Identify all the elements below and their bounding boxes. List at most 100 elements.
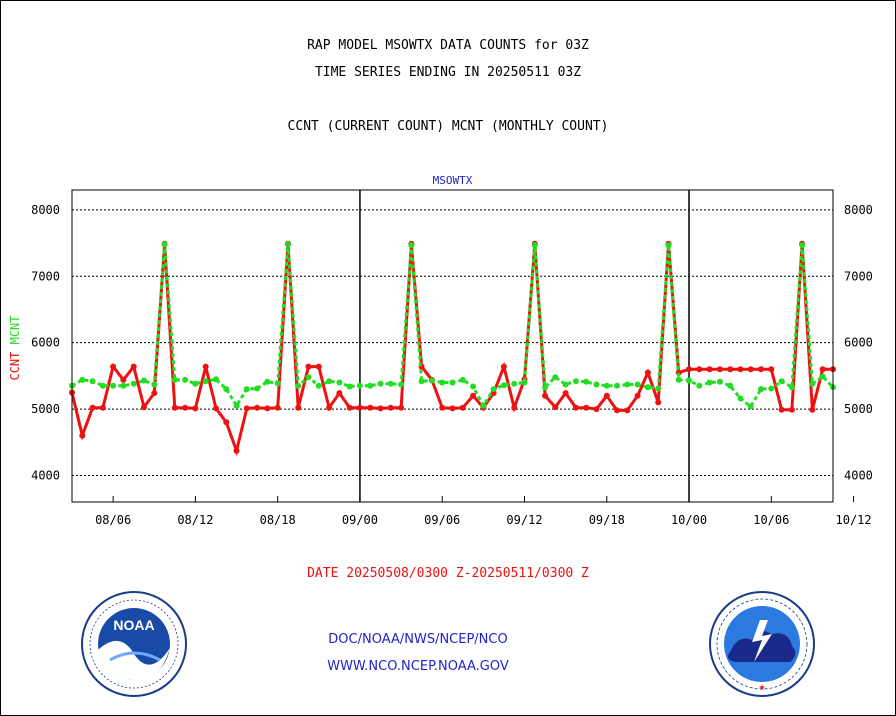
data-point-ccnt	[89, 404, 96, 411]
data-point-mcnt	[141, 377, 147, 384]
data-point-ccnt	[387, 404, 394, 411]
data-point-ccnt	[572, 404, 579, 411]
data-point-mcnt	[644, 384, 651, 391]
y-tick-label-right: 6000	[844, 336, 873, 350]
y-tick-label-left: 7000	[31, 269, 60, 283]
data-point-mcnt	[655, 385, 662, 392]
data-point-mcnt	[110, 382, 117, 389]
data-point-mcnt	[819, 373, 826, 380]
data-point-mcnt	[696, 382, 703, 389]
data-point-mcnt	[213, 376, 219, 383]
data-point-ccnt	[500, 363, 507, 370]
data-point-mcnt	[799, 242, 806, 249]
data-point-mcnt	[120, 382, 127, 389]
chart-title-line1: RAP MODEL MSOWTX DATA COUNTS for 03Z	[307, 38, 589, 53]
data-point-mcnt	[758, 386, 764, 393]
data-point-mcnt	[511, 380, 518, 387]
data-point-ccnt	[182, 404, 189, 411]
data-point-mcnt	[398, 381, 405, 388]
data-point-ccnt	[439, 404, 446, 411]
data-point-mcnt	[552, 374, 559, 381]
data-point-mcnt	[500, 382, 507, 389]
data-point-ccnt	[305, 363, 312, 370]
y-tick-label-left: 8000	[31, 203, 60, 217]
data-point-ccnt	[542, 392, 549, 399]
data-point-ccnt	[449, 405, 456, 412]
data-point-mcnt	[747, 403, 754, 410]
time-series-chart: 4000 4000 5000 5000 6000 6000 7000 7000 8000 8000…	[8, 174, 873, 527]
data-point-ccnt	[274, 404, 281, 411]
data-point-mcnt	[243, 386, 250, 393]
data-point-mcnt	[315, 382, 322, 389]
data-point-ccnt	[624, 407, 631, 414]
x-tick-label: 09/06	[424, 513, 460, 527]
plot-title: MSOWTX	[433, 174, 473, 187]
svg-text:★: ★	[758, 683, 765, 692]
data-point-mcnt	[223, 386, 230, 393]
plot-frame	[71, 189, 834, 503]
data-point-ccnt	[346, 404, 353, 411]
data-point-ccnt	[686, 366, 692, 373]
data-point-mcnt	[356, 382, 363, 389]
data-point-ccnt	[603, 392, 610, 399]
data-point-ccnt	[747, 366, 754, 373]
x-tick-label: 08/12	[177, 513, 213, 527]
data-point-mcnt	[326, 378, 333, 385]
data-point-mcnt	[285, 241, 291, 248]
data-point-mcnt	[768, 385, 775, 392]
data-point-ccnt	[583, 404, 590, 411]
x-tick-label: 08/18	[260, 513, 296, 527]
data-point-mcnt	[346, 383, 353, 390]
data-point-ccnt	[254, 404, 261, 411]
x-tick-label: 09/12	[506, 513, 542, 527]
y-axis-label: CCNT MCNT	[8, 315, 22, 380]
data-point-mcnt	[449, 379, 456, 386]
data-point-mcnt	[665, 242, 672, 249]
data-point-ccnt	[768, 366, 775, 373]
data-point-ccnt	[511, 404, 518, 411]
data-point-ccnt	[151, 390, 158, 397]
x-tick-label: 10/12	[836, 513, 872, 527]
data-point-mcnt	[274, 380, 281, 387]
data-point-ccnt	[727, 366, 734, 373]
y-tick-label-right: 7000	[844, 269, 873, 283]
y-tick-label-right: 8000	[844, 203, 873, 217]
data-point-mcnt	[706, 379, 713, 386]
data-point-ccnt	[809, 406, 816, 413]
noaa-logo: NOAA	[80, 590, 188, 698]
data-point-mcnt	[490, 386, 497, 393]
y-tick-label-left: 4000	[31, 468, 60, 482]
data-point-mcnt	[562, 381, 569, 388]
x-tick-label: 09/18	[589, 513, 625, 527]
data-point-ccnt	[336, 390, 343, 397]
data-point-ccnt	[778, 406, 785, 413]
data-point-mcnt	[89, 378, 96, 385]
org-label: DOC/NOAA/NWS/NCEP/NCO	[328, 632, 508, 647]
data-point-mcnt	[439, 379, 446, 386]
y-tick-label-right: 5000	[844, 402, 873, 416]
data-point-ccnt	[819, 366, 826, 373]
data-point-mcnt	[408, 242, 415, 249]
date-range-label: DATE 20250508/0300 Z-20250511/0300 Z	[307, 566, 589, 581]
data-point-ccnt	[377, 405, 384, 412]
y-tick-label-left: 6000	[31, 336, 60, 350]
data-point-mcnt	[367, 382, 374, 389]
y-axis-label-ccnt: CCNT	[8, 344, 22, 380]
data-point-mcnt	[542, 384, 549, 391]
data-point-ccnt	[470, 392, 477, 399]
data-point-mcnt	[727, 382, 734, 389]
data-point-ccnt	[716, 366, 723, 373]
x-tick-label: 08/06	[95, 513, 131, 527]
data-point-ccnt	[644, 369, 651, 376]
data-point-mcnt	[387, 380, 394, 387]
data-point-mcnt	[377, 380, 384, 387]
data-point-mcnt	[233, 402, 240, 409]
data-point-ccnt	[315, 363, 322, 370]
data-point-ccnt	[634, 392, 641, 399]
data-point-mcnt	[254, 385, 261, 392]
data-point-mcnt	[182, 376, 189, 383]
data-point-ccnt	[264, 405, 271, 412]
data-point-mcnt	[809, 380, 816, 387]
website-link[interactable]: WWW.NCO.NCEP.NOAA.GOV	[327, 659, 509, 674]
data-point-ccnt	[171, 404, 178, 411]
